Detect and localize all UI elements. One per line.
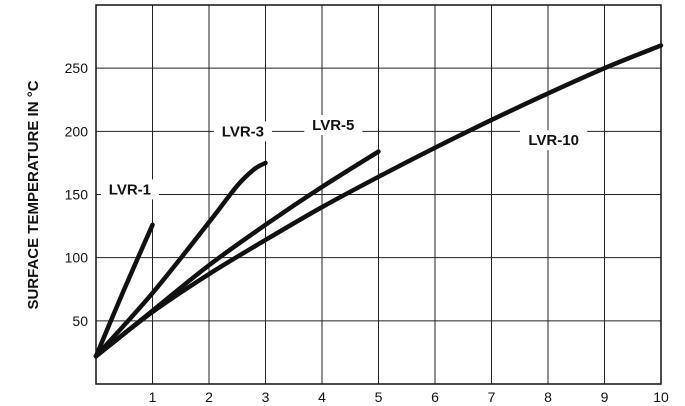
x-tick-label: 7 — [488, 389, 496, 405]
y-tick-label: 100 — [65, 250, 89, 266]
y-tick-label: 150 — [65, 187, 89, 203]
tick-labels: 1 2 3 4 5 6 7 8 9 10 50 100 150 200 250 — [65, 60, 669, 405]
series-label-text: LVR-10 — [528, 132, 579, 149]
series-label-lvr-3: LVR-3 — [213, 121, 272, 142]
series-label-background — [304, 115, 363, 136]
series-label-lvr-5: LVR-5 — [304, 115, 363, 136]
grid — [95, 4, 662, 385]
x-tick-label: 5 — [375, 389, 383, 405]
series-label-background — [520, 130, 588, 151]
x-tick-label: 4 — [318, 389, 326, 405]
x-tick-label: 8 — [544, 389, 552, 405]
series-line-lvr-1 — [93, 222, 155, 359]
series-label-background — [100, 179, 159, 200]
y-tick-label: 50 — [72, 313, 88, 329]
series-labels: LVR-1 LVR-3 LVR-5 LVR-10 — [100, 115, 588, 200]
series-label-text: LVR-5 — [312, 117, 354, 134]
series-label-text: LVR-1 — [109, 181, 151, 198]
plot-frame — [95, 4, 662, 385]
y-axis-label: SURFACE TEMPERATURE IN °C — [25, 80, 42, 309]
y-tick-label: 200 — [65, 123, 89, 139]
series-label-lvr-1: LVR-1 — [100, 179, 159, 200]
y-tick-label: 250 — [65, 60, 89, 76]
series-label-text: LVR-3 — [222, 123, 264, 140]
x-tick-label: 9 — [601, 389, 609, 405]
series-label-background — [213, 121, 272, 142]
x-tick-label: 2 — [205, 389, 213, 405]
series-line-lvr-3 — [93, 160, 268, 359]
x-tick-label: 6 — [431, 389, 439, 405]
x-tick-label: 1 — [149, 389, 157, 405]
series-line-lvr-10 — [93, 43, 664, 359]
x-tick-label: 3 — [262, 389, 270, 405]
series-layer — [93, 43, 664, 359]
series-label-lvr-10: LVR-10 — [520, 130, 588, 151]
x-tick-label: 10 — [653, 389, 669, 405]
